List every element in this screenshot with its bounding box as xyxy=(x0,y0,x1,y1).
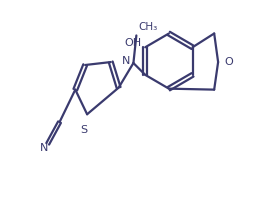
Text: S: S xyxy=(80,125,87,135)
Text: OH: OH xyxy=(124,38,141,48)
Text: CH₃: CH₃ xyxy=(138,22,157,32)
Text: O: O xyxy=(223,57,232,67)
Text: N: N xyxy=(122,57,130,66)
Text: N: N xyxy=(39,143,48,153)
